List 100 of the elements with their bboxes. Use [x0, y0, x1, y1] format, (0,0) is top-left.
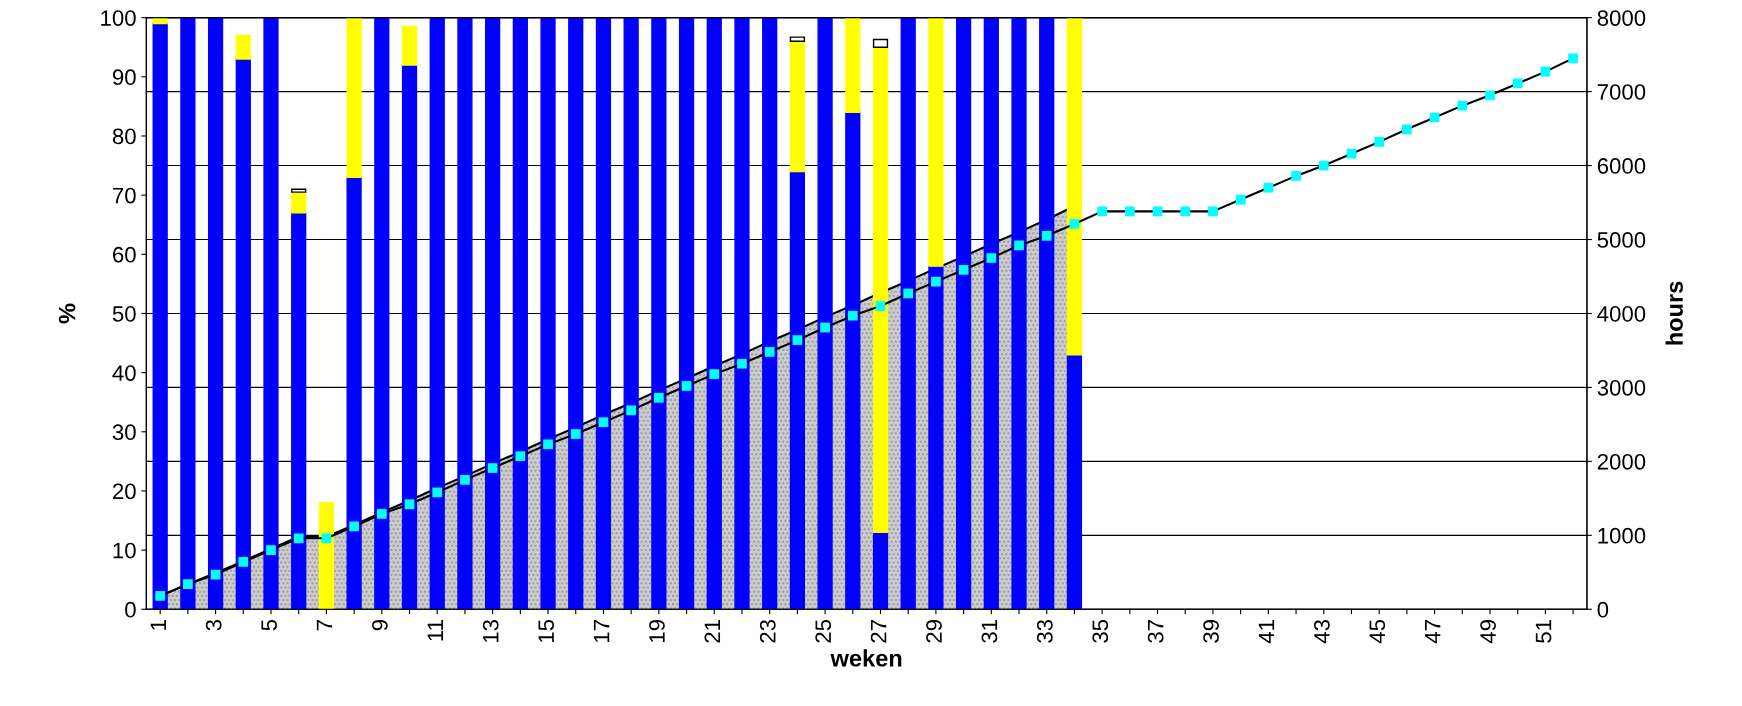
y2-tick-label: 1000 [1598, 527, 1646, 544]
point [238, 557, 249, 567]
point [1263, 182, 1274, 193]
point [1208, 206, 1218, 217]
x-tick-label: 45 [1369, 619, 1386, 644]
bar [872, 38, 889, 48]
bar [152, 17, 168, 25]
x-tick-label: 41 [1258, 620, 1275, 644]
bar [401, 25, 418, 66]
point [1374, 137, 1385, 147]
bar [512, 17, 528, 610]
point [1402, 124, 1412, 135]
bar [235, 34, 251, 60]
x-tick-label: 23 [759, 619, 776, 643]
bar [928, 17, 944, 267]
point [737, 358, 747, 369]
point [460, 475, 470, 485]
y-tick-label: 90 [112, 69, 136, 86]
y2-tick-label: 8000 [1597, 10, 1646, 26]
bar [207, 17, 224, 610]
y-tick-label: 20 [113, 483, 136, 500]
bar [180, 17, 196, 610]
y-axis-title: % [58, 303, 76, 324]
point [570, 429, 581, 439]
x-tick-label: 13 [482, 619, 499, 643]
x-tick-label: 31 [981, 620, 998, 643]
bar [346, 176, 362, 610]
point [1124, 206, 1135, 217]
bar [291, 188, 307, 193]
point [266, 545, 276, 555]
bar [401, 64, 418, 610]
point [764, 347, 775, 357]
point [376, 509, 387, 519]
x-tick-label: 17 [593, 620, 610, 643]
point [875, 301, 886, 311]
bar [872, 46, 889, 534]
y-tick-label: 0 [125, 601, 136, 618]
x-tick-label: 9 [372, 620, 388, 631]
point [1097, 206, 1107, 217]
point [404, 499, 415, 510]
bar [678, 17, 695, 610]
point [1318, 160, 1329, 171]
bar [595, 17, 612, 610]
y2-axis-title: hours [1665, 281, 1683, 345]
x-tick-label: 49 [1480, 620, 1496, 644]
x-tick-label: 11 [427, 620, 443, 641]
bar [457, 17, 473, 610]
bar [1066, 354, 1083, 610]
point [432, 487, 443, 498]
x-tick-label: 25 [815, 619, 832, 643]
point [1291, 171, 1301, 181]
point [1346, 148, 1357, 159]
point [626, 405, 637, 416]
x-tick-label: 27 [870, 620, 887, 643]
bar [1011, 17, 1027, 610]
x-tick-label: 33 [1036, 619, 1053, 643]
point [654, 392, 664, 403]
y-tick-label: 30 [112, 424, 136, 441]
point [598, 417, 609, 428]
bar [762, 17, 778, 610]
point [681, 381, 692, 391]
bar [540, 17, 556, 610]
point [709, 369, 720, 379]
point [931, 276, 941, 287]
x-tick-label: 51 [1535, 620, 1552, 643]
bar [789, 40, 806, 173]
point [1568, 53, 1578, 64]
x-tick-label: 37 [1147, 620, 1164, 643]
x-tick-label: 15 [538, 619, 555, 643]
y2-tick-label: 5000 [1597, 232, 1646, 248]
bar [346, 17, 362, 179]
bar [983, 17, 999, 610]
x-tick-label: 1 [150, 620, 166, 630]
point [293, 533, 304, 544]
bar [568, 17, 584, 610]
bar [817, 17, 833, 610]
point [183, 579, 193, 589]
point [986, 253, 997, 263]
bar [651, 17, 667, 610]
bar [429, 17, 445, 610]
x-tick-label: 47 [1425, 620, 1441, 644]
x-tick-label: 3 [205, 619, 222, 631]
bar [374, 17, 390, 610]
point [1485, 90, 1495, 101]
point [1235, 194, 1246, 205]
bar [706, 17, 722, 610]
bar [845, 111, 861, 610]
point [1014, 240, 1024, 251]
y2-tick-label: 6000 [1597, 158, 1646, 174]
point [903, 288, 914, 299]
y-tick-label: 50 [112, 306, 136, 322]
bar [152, 22, 168, 610]
y-tick-label: 70 [113, 187, 136, 204]
y2-tick-label: 4000 [1597, 306, 1646, 322]
bar [623, 17, 639, 610]
bar [872, 531, 889, 610]
y-tick-label: 60 [113, 246, 136, 263]
y-tick-label: 40 [112, 365, 136, 381]
point [1512, 78, 1523, 89]
point [820, 322, 830, 333]
